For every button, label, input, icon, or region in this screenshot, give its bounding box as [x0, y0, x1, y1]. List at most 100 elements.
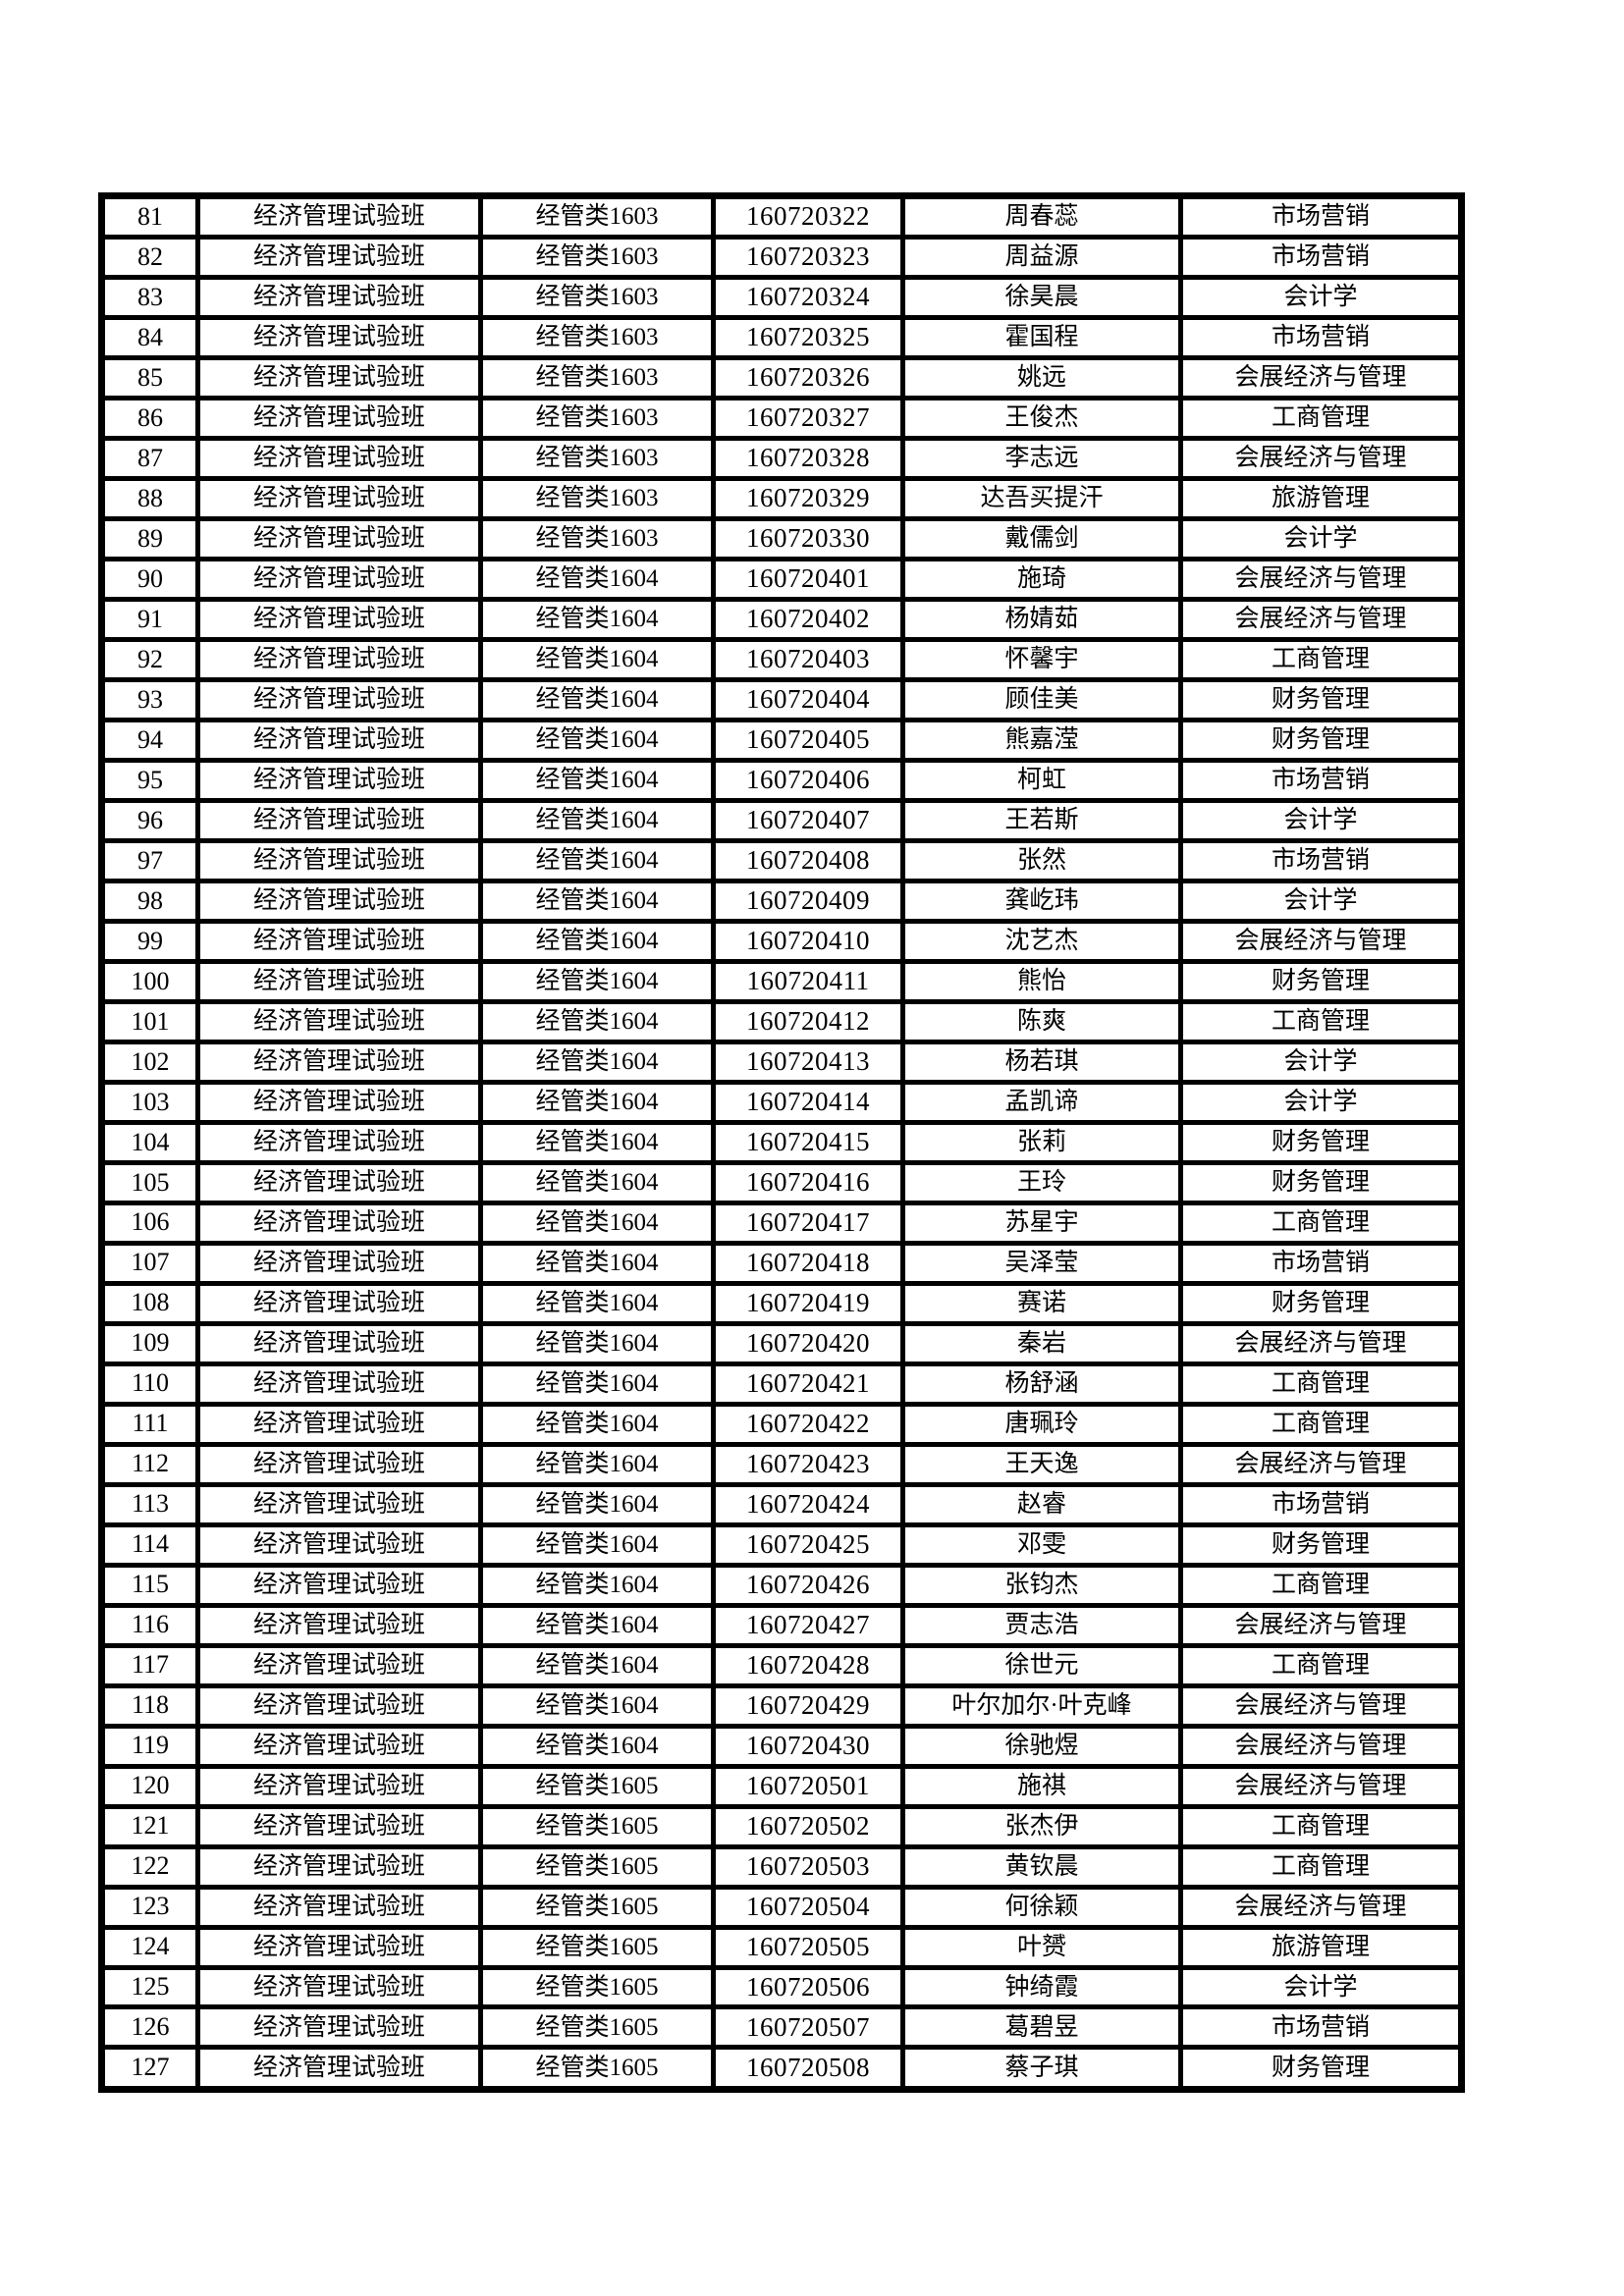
table-row: 110 经济管理试验班 经管类1604 160720421 杨舒涵 工商管理 [99, 1361, 1464, 1407]
table-row: 82 经济管理试验班 经管类1603 160720323 周益源 市场营销 [99, 235, 1464, 281]
cell-assigned-major: 会计学 [1178, 1079, 1464, 1125]
table-row: 108 经济管理试验班 经管类1604 160720419 赛诺 财务管理 [99, 1280, 1464, 1326]
cell-class-code: 经管类1604 [478, 998, 716, 1044]
cell-class-code: 经管类1603 [478, 275, 716, 321]
cell-row-index-number: 104 [99, 1119, 200, 1165]
cell-experimental-class-name: 经济管理试验班 [195, 1924, 483, 1970]
cell-student-id: 160720503 [711, 1843, 905, 1890]
table-row: 109 经济管理试验班 经管类1604 160720420 秦岩 会展经济与管理 [99, 1320, 1464, 1366]
cell-assigned-major: 工商管理 [1178, 1843, 1464, 1890]
cell-assigned-major: 会展经济与管理 [1178, 1723, 1464, 1769]
cell-student-name: 赛诺 [900, 1280, 1183, 1326]
cell-assigned-major: 会计学 [1178, 1039, 1464, 1085]
cell-experimental-class-name: 经济管理试验班 [195, 757, 483, 803]
cell-student-id: 160720408 [711, 837, 905, 883]
cell-student-name: 何徐颖 [900, 1884, 1183, 1930]
cell-experimental-class-name: 经济管理试验班 [195, 677, 483, 722]
table-row: 102 经济管理试验班 经管类1604 160720413 杨若琪 会计学 [99, 1039, 1464, 1085]
cell-experimental-class-name: 经济管理试验班 [195, 797, 483, 843]
cell-student-id: 160720505 [711, 1924, 905, 1970]
cell-row-index-number: 122 [99, 1843, 200, 1890]
cell-student-name: 王若斯 [900, 797, 1183, 843]
cell-class-code: 经管类1605 [478, 1763, 716, 1809]
cell-class-code: 经管类1604 [478, 757, 716, 803]
cell-student-name: 孟凯谛 [900, 1079, 1183, 1125]
cell-student-name: 张莉 [900, 1119, 1183, 1165]
cell-student-id: 160720427 [711, 1602, 905, 1648]
cell-assigned-major: 财务管理 [1178, 1280, 1464, 1326]
cell-student-id: 160720324 [711, 275, 905, 321]
cell-row-index-number: 107 [99, 1240, 200, 1286]
cell-row-index-number: 109 [99, 1320, 200, 1366]
cell-student-id: 160720423 [711, 1441, 905, 1487]
cell-row-index-number: 118 [99, 1682, 200, 1729]
cell-student-name: 徐驰煜 [900, 1723, 1183, 1769]
cell-class-code: 经管类1604 [478, 1602, 716, 1648]
cell-class-code: 经管类1604 [478, 878, 716, 924]
cell-student-id: 160720326 [711, 355, 905, 401]
cell-student-id: 160720330 [711, 516, 905, 562]
cell-row-index-number: 116 [99, 1602, 200, 1648]
table-row: 104 经济管理试验班 经管类1604 160720415 张莉 财务管理 [99, 1119, 1464, 1165]
cell-assigned-major: 会展经济与管理 [1178, 1320, 1464, 1366]
cell-student-id: 160720508 [711, 2045, 905, 2092]
cell-experimental-class-name: 经济管理试验班 [195, 1642, 483, 1688]
table-row: 119 经济管理试验班 经管类1604 160720430 徐驰煜 会展经济与管理 [99, 1723, 1464, 1769]
cell-assigned-major: 工商管理 [1178, 1642, 1464, 1688]
cell-student-id: 160720424 [711, 1481, 905, 1527]
cell-student-id: 160720328 [711, 436, 905, 482]
cell-experimental-class-name: 经济管理试验班 [195, 958, 483, 1004]
cell-assigned-major: 财务管理 [1178, 958, 1464, 1004]
cell-assigned-major: 工商管理 [1178, 1803, 1464, 1849]
cell-assigned-major: 市场营销 [1178, 315, 1464, 361]
cell-class-code: 经管类1605 [478, 2045, 716, 2092]
cell-student-id: 160720507 [711, 2004, 905, 2051]
cell-student-name: 熊怡 [900, 958, 1183, 1004]
table-row: 98 经济管理试验班 经管类1604 160720409 龚屹玮 会计学 [99, 878, 1464, 924]
cell-assigned-major: 财务管理 [1178, 1119, 1464, 1165]
cell-class-code: 经管类1604 [478, 1562, 716, 1608]
cell-student-name: 王天逸 [900, 1441, 1183, 1487]
cell-experimental-class-name: 经济管理试验班 [195, 355, 483, 401]
cell-assigned-major: 旅游管理 [1178, 476, 1464, 522]
cell-experimental-class-name: 经济管理试验班 [195, 2045, 483, 2092]
cell-assigned-major: 工商管理 [1178, 1562, 1464, 1608]
table-row: 81 经济管理试验班 经管类1603 160720322 周春蕊 市场营销 [99, 192, 1464, 240]
cell-student-id: 160720411 [711, 958, 905, 1004]
cell-class-code: 经管类1604 [478, 1481, 716, 1527]
cell-student-name: 施琦 [900, 557, 1183, 603]
cell-class-code: 经管类1604 [478, 1079, 716, 1125]
cell-row-index-number: 85 [99, 355, 200, 401]
cell-assigned-major: 会计学 [1178, 878, 1464, 924]
table-row: 118 经济管理试验班 经管类1604 160720429 叶尔加尔·叶克峰 会展经济与管… [99, 1682, 1464, 1729]
cell-class-code: 经管类1605 [478, 1924, 716, 1970]
table-row: 105 经济管理试验班 经管类1604 160720416 王玲 财务管理 [99, 1159, 1464, 1205]
cell-assigned-major: 工商管理 [1178, 396, 1464, 442]
cell-row-index-number: 114 [99, 1522, 200, 1568]
table-row: 96 经济管理试验班 经管类1604 160720407 王若斯 会计学 [99, 797, 1464, 843]
table-row: 85 经济管理试验班 经管类1603 160720326 姚远 会展经济与管理 [99, 355, 1464, 401]
cell-row-index-number: 106 [99, 1200, 200, 1246]
cell-experimental-class-name: 经济管理试验班 [195, 476, 483, 522]
cell-student-id: 160720420 [711, 1320, 905, 1366]
cell-experimental-class-name: 经济管理试验班 [195, 637, 483, 682]
cell-class-code: 经管类1604 [478, 1642, 716, 1688]
cell-class-code: 经管类1604 [478, 797, 716, 843]
cell-student-name: 达吾买提汗 [900, 476, 1183, 522]
cell-class-code: 经管类1603 [478, 315, 716, 361]
cell-row-index-number: 100 [99, 958, 200, 1004]
cell-assigned-major: 市场营销 [1178, 235, 1464, 281]
cell-experimental-class-name: 经济管理试验班 [195, 557, 483, 603]
cell-row-index-number: 115 [99, 1562, 200, 1608]
table-row: 123 经济管理试验班 经管类1605 160720504 何徐颖 会展经济与管理 [99, 1884, 1464, 1930]
cell-row-index-number: 94 [99, 717, 200, 763]
cell-row-index-number: 110 [99, 1361, 200, 1407]
cell-student-name: 张钧杰 [900, 1562, 1183, 1608]
table-row: 90 经济管理试验班 经管类1604 160720401 施琦 会展经济与管理 [99, 557, 1464, 603]
cell-experimental-class-name: 经济管理试验班 [195, 192, 483, 240]
cell-student-name: 徐世元 [900, 1642, 1183, 1688]
cell-class-code: 经管类1604 [478, 1401, 716, 1447]
cell-student-id: 160720504 [711, 1884, 905, 1930]
cell-experimental-class-name: 经济管理试验班 [195, 1039, 483, 1085]
cell-assigned-major: 会计学 [1178, 516, 1464, 562]
